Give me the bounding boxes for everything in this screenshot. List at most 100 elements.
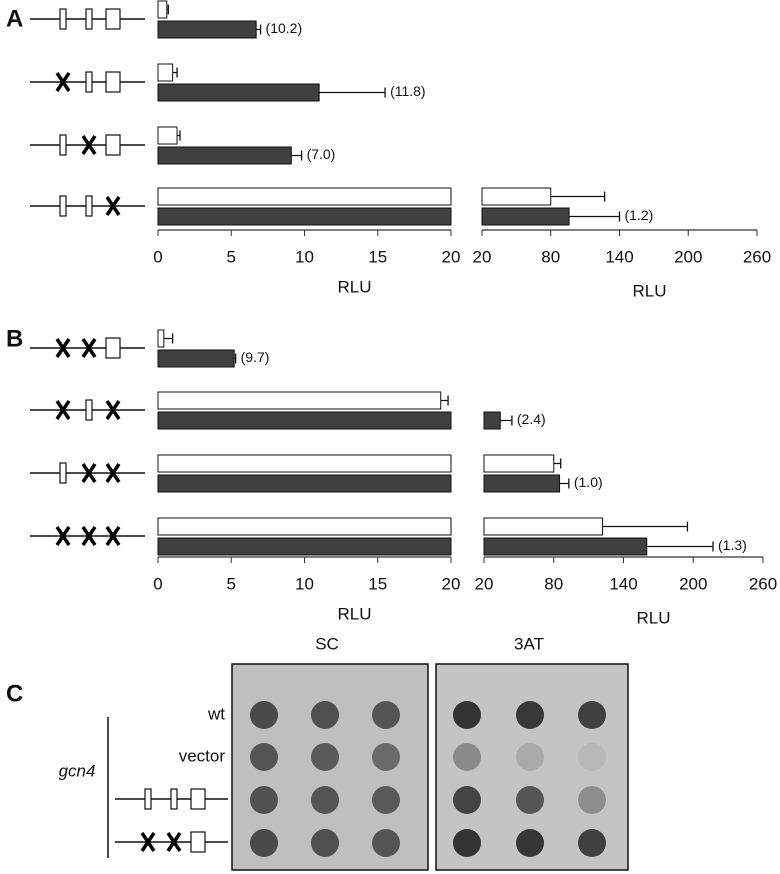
motif-box: [170, 788, 178, 810]
mutation-x: [55, 338, 71, 358]
error-bar: [319, 87, 386, 98]
error-bar: [256, 24, 262, 35]
x-tick-label: 20: [442, 574, 461, 593]
yeast-spot: [311, 786, 339, 814]
yeast-spot: [578, 743, 606, 771]
row-label: wt: [207, 704, 225, 723]
x2-tick-label: 200: [679, 574, 707, 593]
x2-tick-label: 80: [541, 247, 560, 266]
x-tick-label: 5: [227, 574, 236, 593]
yeast-spot: [453, 701, 481, 729]
error-bar: [440, 395, 449, 406]
mutation-x: [166, 832, 182, 852]
error-bar: [177, 130, 181, 141]
panel-label: B: [6, 325, 23, 352]
motif-box: [190, 831, 206, 853]
mutation-x: [55, 72, 71, 92]
x2-tick-label: 20: [473, 247, 492, 266]
yeast-spot: [578, 786, 606, 814]
plate-label: SC: [315, 634, 339, 653]
x2-tick-label: 80: [544, 574, 563, 593]
yeast-spot: [516, 743, 544, 771]
mutation-x: [55, 526, 71, 546]
yeast-spot: [372, 701, 400, 729]
motif-box: [105, 8, 121, 30]
mutation-x: [81, 338, 97, 358]
yeast-spot: [372, 743, 400, 771]
error-bar: [166, 4, 169, 15]
bar: [157, 20, 257, 39]
bar-left-part: [157, 454, 452, 473]
yeast-spot: [311, 829, 339, 857]
bar: [157, 329, 165, 348]
yeast-spot: [250, 701, 278, 729]
x-axis-label: RLU: [337, 604, 371, 623]
x-tick-label: 0: [153, 247, 162, 266]
bar: [157, 83, 320, 102]
error-bar: [172, 67, 178, 78]
x2-axis-label: RLU: [632, 281, 666, 300]
bar: [157, 63, 174, 82]
x2-tick-label: 260: [749, 574, 777, 593]
motif-box: [85, 8, 93, 30]
yeast-spot: [311, 701, 339, 729]
mutation-x: [55, 400, 71, 420]
yeast-spot: [516, 786, 544, 814]
x-tick-label: 15: [368, 247, 387, 266]
yeast-spot: [250, 743, 278, 771]
bar-right-part: [483, 454, 555, 473]
mutation-x: [105, 526, 121, 546]
mutation-x: [81, 526, 97, 546]
yeast-spot: [372, 786, 400, 814]
x-tick-label: 20: [442, 247, 461, 266]
panel-label: A: [6, 5, 23, 32]
error-bar: [550, 191, 606, 202]
mutation-x: [105, 463, 121, 483]
bar-left-part: [157, 207, 452, 226]
motif-box: [105, 134, 121, 156]
bar-right-part: [483, 411, 501, 430]
error-bar: [553, 458, 562, 469]
row-label: vector: [179, 746, 226, 765]
error-bar: [569, 211, 621, 222]
mutation-x: [105, 400, 121, 420]
fold-annotation: (1.2): [625, 207, 654, 223]
x-tick-label: 10: [295, 574, 314, 593]
x-axis-label: RLU: [337, 277, 371, 296]
x2-tick-label: 200: [674, 247, 702, 266]
yeast-spot: [453, 786, 481, 814]
yeast-spot: [372, 829, 400, 857]
bar-left-part: [157, 411, 452, 430]
yeast-spot: [578, 829, 606, 857]
motif-box: [144, 788, 152, 810]
yeast-spot: [250, 786, 278, 814]
bar-right-part: [483, 517, 604, 536]
error-bar: [163, 333, 174, 344]
bar: [157, 349, 235, 368]
x2-tick-label: 140: [609, 574, 637, 593]
bar-left-part: [157, 537, 452, 556]
x-tick-label: 15: [368, 574, 387, 593]
motif-box: [59, 195, 67, 217]
bar: [157, 146, 292, 165]
yeast-spot: [453, 829, 481, 857]
yeast-spot: [516, 701, 544, 729]
motif-box: [190, 788, 206, 810]
x2-tick-label: 20: [475, 574, 494, 593]
motif-box: [85, 71, 93, 93]
error-bar: [646, 541, 714, 552]
bar: [157, 0, 168, 19]
mutation-x: [105, 196, 121, 216]
x-tick-label: 5: [227, 247, 236, 266]
x-tick-label: 10: [295, 247, 314, 266]
bar: [157, 126, 178, 145]
group-label: gcn4: [59, 761, 96, 780]
yeast-spot: [578, 701, 606, 729]
x2-tick-label: 140: [605, 247, 633, 266]
yeast-spot: [250, 829, 278, 857]
fold-annotation: (11.8): [390, 83, 426, 99]
fold-annotation: (10.2): [266, 20, 303, 36]
bar-left-part: [157, 187, 452, 206]
